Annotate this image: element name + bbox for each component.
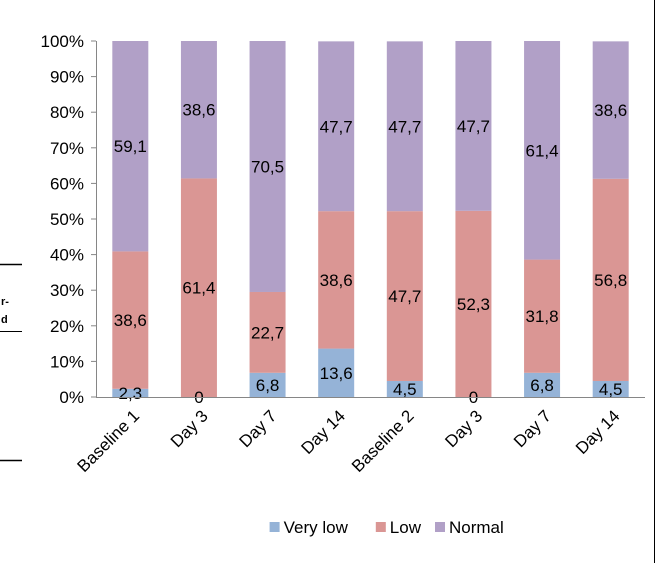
y-axis: 0% 10% 20% 30% 40% 50% 60% 70% 80% 90% 100% — [41, 32, 97, 407]
bar-segment-normal — [592, 41, 629, 179]
y-tick-label: 0% — [59, 388, 84, 407]
data-label: 38,6 — [320, 271, 353, 290]
legend-swatch-normal — [435, 522, 445, 532]
y-tick-label: 40% — [50, 246, 84, 265]
y-tick-label: 70% — [50, 139, 84, 158]
legend: Very low Low Normal — [269, 518, 504, 537]
bar-segment-low — [592, 178, 629, 381]
bar-segment-normal — [318, 41, 355, 212]
y-tick-label: 100% — [41, 32, 84, 51]
cropped-text-fragment: d — [1, 314, 8, 326]
x-tick-label: Day 14 — [297, 406, 349, 458]
bar-segment-low — [386, 211, 423, 381]
bar-segment-low — [524, 259, 561, 373]
bar-segment-low — [112, 251, 149, 389]
legend-label: Very low — [284, 518, 349, 537]
data-label: 61,4 — [182, 279, 215, 298]
bar-segment-very-low — [524, 372, 561, 397]
legend-swatch-low — [375, 522, 386, 532]
data-label: 31,8 — [526, 307, 559, 326]
bar-segment-very-low — [112, 388, 149, 397]
data-label: 59,1 — [114, 137, 147, 156]
data-label: 47,7 — [388, 287, 421, 306]
x-tick-label: Baseline 2 — [348, 406, 418, 476]
bar-segment-low — [455, 210, 492, 397]
bar-segment-normal — [386, 41, 423, 212]
data-label: 38,6 — [182, 101, 215, 120]
data-label: 61,4 — [526, 141, 559, 160]
data-label: 22,7 — [251, 323, 284, 342]
cropped-text-fragment: r- — [1, 296, 9, 308]
bar-segment-very-low — [386, 380, 423, 397]
bar-segment-low — [318, 211, 355, 349]
bar-segment-normal — [524, 41, 561, 260]
x-tick-label: Day 7 — [510, 406, 555, 451]
bar-segment-normal — [180, 41, 217, 179]
data-label: 70,5 — [251, 157, 284, 176]
y-tick-label: 80% — [50, 103, 84, 122]
legend-swatch-very-low — [269, 522, 280, 532]
bar-segment-normal — [455, 41, 492, 211]
data-label: 56,8 — [594, 271, 627, 290]
x-axis: Baseline 1 Day 3 Day 7 Day 14 Baseline 2 Day … — [74, 397, 645, 476]
bars — [112, 41, 629, 397]
data-label: 47,7 — [320, 117, 353, 136]
data-label: 6,8 — [256, 376, 280, 395]
data-label: 52,3 — [457, 295, 490, 314]
legend-label: Low — [390, 518, 422, 537]
data-label: 4,5 — [599, 380, 623, 399]
bar-segment-low — [249, 291, 286, 373]
bar-segment-very-low — [249, 372, 286, 397]
x-tick-label: Baseline 1 — [74, 406, 144, 476]
data-label: 6,8 — [530, 376, 554, 395]
y-tick-label: 50% — [50, 210, 84, 229]
y-tick-label: 10% — [50, 352, 84, 371]
data-label: 13,6 — [320, 364, 353, 383]
bar-segment-very-low — [318, 348, 355, 397]
x-tick-label: Day 14 — [572, 406, 624, 458]
data-label: 2,3 — [118, 384, 142, 403]
data-label: 47,7 — [457, 117, 490, 136]
x-tick-label: Day 3 — [167, 406, 212, 451]
y-tick-label: 20% — [50, 317, 84, 336]
bar-segment-normal — [249, 41, 286, 292]
y-tick-label: 30% — [50, 281, 84, 300]
data-label: 38,6 — [114, 311, 147, 330]
x-tick-label: Day 3 — [441, 406, 486, 451]
legend-label: Normal — [449, 518, 504, 537]
x-tick-label: Day 7 — [236, 406, 281, 451]
data-label: 47,7 — [388, 117, 421, 136]
y-tick-label: 60% — [50, 174, 84, 193]
bar-segment-low — [180, 178, 217, 397]
bar-segment-normal — [112, 41, 149, 252]
data-label: 38,6 — [594, 101, 627, 120]
data-label: 4,5 — [393, 380, 417, 399]
y-tick-label: 90% — [50, 68, 84, 87]
bar-segment-very-low — [592, 380, 629, 397]
